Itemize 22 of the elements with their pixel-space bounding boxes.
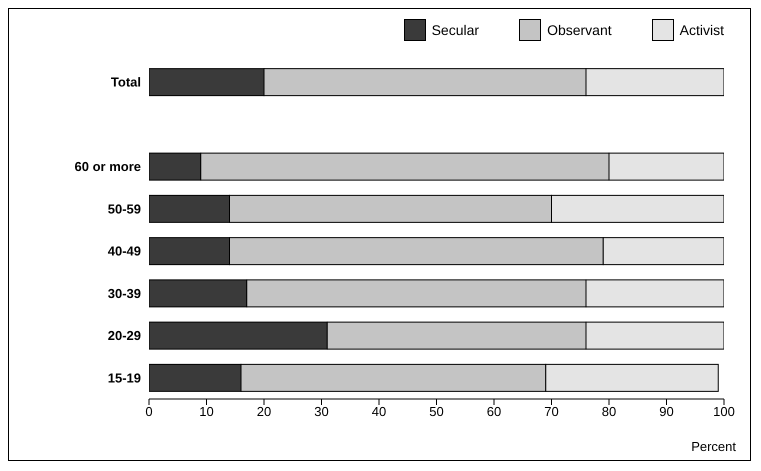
y-tick-label: 20-29: [108, 328, 141, 344]
x-tick-label: 60: [486, 404, 502, 420]
y-tick-label: 50-59: [108, 201, 141, 216]
x-tick-label: 80: [602, 404, 616, 420]
x-tick-label: 50: [429, 404, 444, 420]
legend-label: Secular: [430, 21, 480, 40]
x-tick-label: 20: [256, 404, 272, 420]
x-tick-label: 10: [199, 404, 214, 420]
x-tick-label: 90: [659, 404, 674, 420]
x-tick-label: 30: [314, 404, 329, 420]
x-tick-label: 70: [544, 404, 559, 420]
y-tick-label: 60 or more: [74, 159, 141, 174]
y-tick-label: 40-49: [108, 244, 141, 259]
x-axis-title: Percent: [691, 439, 736, 454]
x-tick-label: 40: [372, 404, 386, 420]
y-tick-label: 15-19: [108, 370, 141, 386]
y-tick-label: 30-39: [108, 286, 141, 301]
legend-label: Observant: [546, 21, 612, 40]
y-tick-label: Total: [110, 74, 141, 90]
x-tick-label: 100: [713, 404, 735, 420]
x-tick-label: 0: [145, 404, 153, 420]
legend-label: Activist: [678, 21, 724, 40]
